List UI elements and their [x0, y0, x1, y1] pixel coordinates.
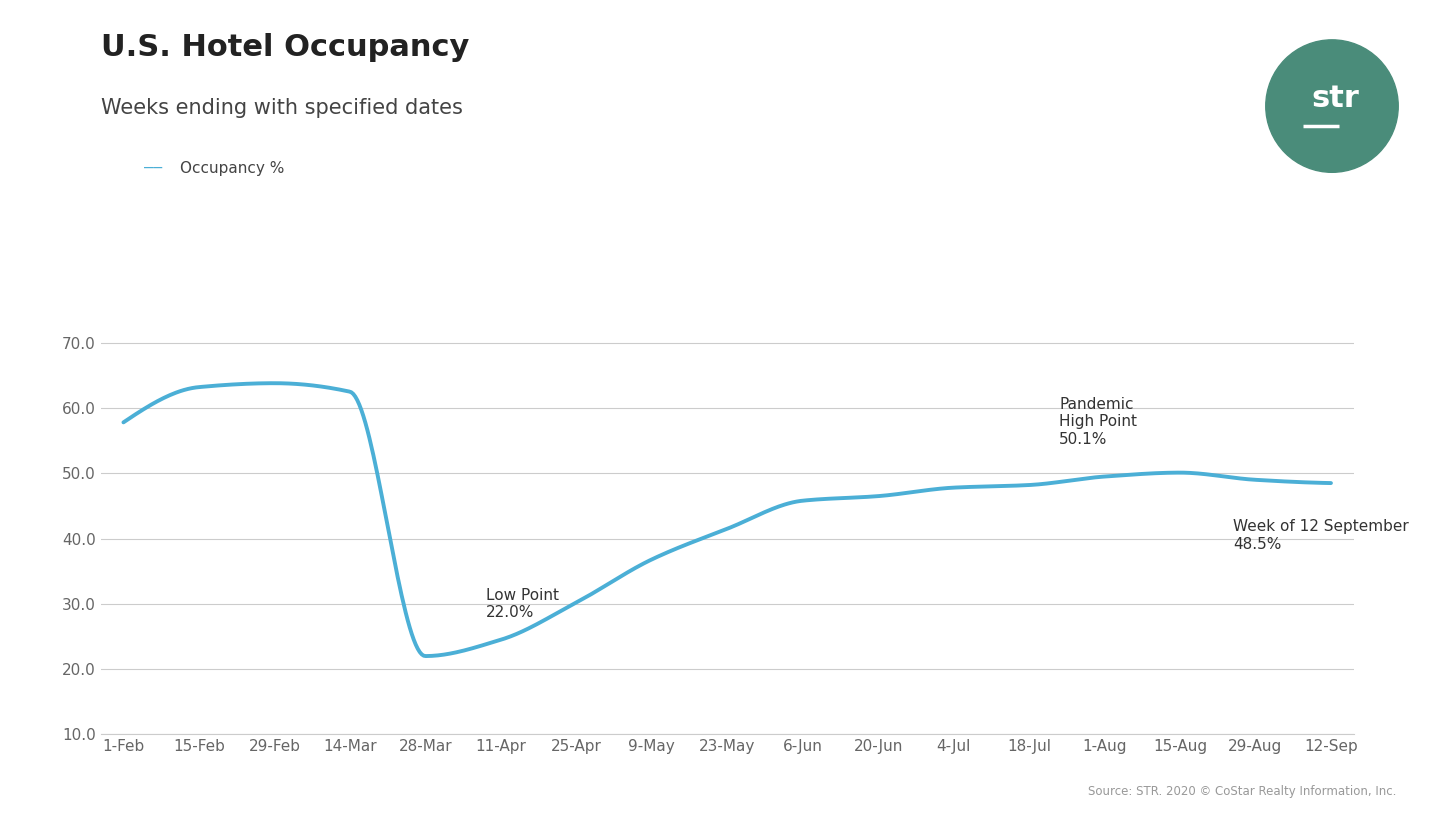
- Circle shape: [1266, 40, 1398, 172]
- Text: Source: STR. 2020 © CoStar Realty Information, Inc.: Source: STR. 2020 © CoStar Realty Inform…: [1089, 785, 1397, 798]
- Text: Weeks ending with specified dates: Weeks ending with specified dates: [101, 98, 462, 118]
- Text: ——: ——: [144, 160, 163, 175]
- Text: Week of 12 September
48.5%: Week of 12 September 48.5%: [1233, 519, 1408, 552]
- Text: Low Point
22.0%: Low Point 22.0%: [485, 588, 559, 620]
- Text: str: str: [1310, 84, 1359, 113]
- Text: Pandemic
High Point
50.1%: Pandemic High Point 50.1%: [1060, 397, 1138, 446]
- Text: U.S. Hotel Occupancy: U.S. Hotel Occupancy: [101, 33, 469, 62]
- Text: Occupancy %: Occupancy %: [180, 162, 284, 176]
